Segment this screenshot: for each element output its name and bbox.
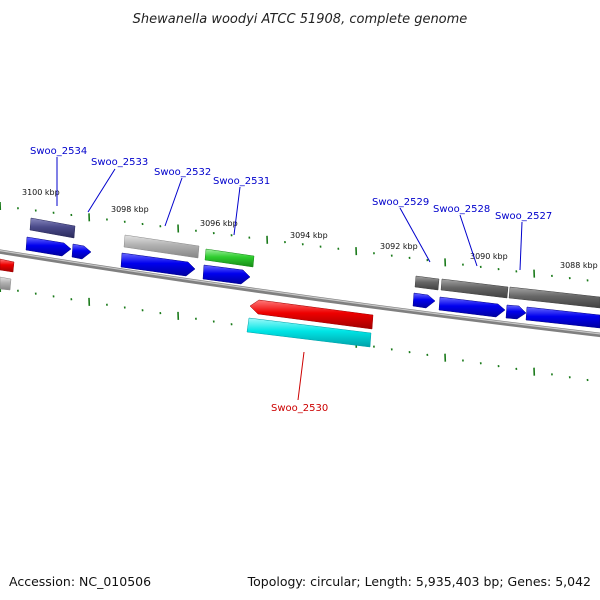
genome-summary-text: Topology: circular; Length: 5,935,403 bp… <box>247 574 591 589</box>
scale-label-3100: 3100 kbp <box>22 188 60 197</box>
cds-arrow[interactable] <box>71 243 92 260</box>
scale-label-3096: 3096 kbp <box>200 219 238 228</box>
cds-arrow[interactable] <box>25 236 72 257</box>
cds-arrow[interactable] <box>505 304 527 320</box>
leader-lines <box>56 157 523 401</box>
gene-swoo-2531[interactable] <box>204 248 255 268</box>
gene-label-swoo-2532[interactable]: Swoo_2532 <box>154 167 211 178</box>
reverse-features <box>0 276 374 348</box>
cds-arrow[interactable] <box>120 252 196 277</box>
leader-swoo-2529 <box>399 207 431 263</box>
gene-swoo-2529[interactable] <box>414 275 440 291</box>
accession-text: Accession: NC_010506 <box>9 574 151 589</box>
scale-label-3090: 3090 kbp <box>470 252 508 261</box>
cds-arrow[interactable] <box>438 296 506 318</box>
leader-swoo-2531 <box>233 186 241 236</box>
leader-swoo-2532 <box>164 177 183 227</box>
gene-label-swoo-2527[interactable]: Swoo_2527 <box>495 211 552 222</box>
map-title: Shewanella woodyi ATCC 51908, complete g… <box>133 12 468 27</box>
gene-label-swoo-2528[interactable]: Swoo_2528 <box>433 204 490 215</box>
gene-label-swoo-2530[interactable]: Swoo_2530 <box>271 403 328 414</box>
leader-swoo-2528 <box>459 214 478 267</box>
gene-swoo-2527[interactable] <box>508 286 600 309</box>
cds-arrow[interactable] <box>525 306 600 329</box>
leader-swoo-2533 <box>87 168 116 213</box>
scale-ticks <box>0 201 589 382</box>
gene-swoo-2530-cds[interactable] <box>246 317 372 348</box>
gene-label-swoo-2534[interactable]: Swoo_2534 <box>30 146 87 157</box>
upper-features <box>0 217 600 309</box>
scale-label-3092: 3092 kbp <box>380 242 418 251</box>
gene-swoo-2530[interactable] <box>249 299 374 330</box>
cds-forward <box>25 236 600 329</box>
gene-label-swoo-2533[interactable]: Swoo_2533 <box>91 157 148 168</box>
gene-swoo-2528[interactable] <box>440 278 509 299</box>
gene-label-swoo-2531[interactable]: Swoo_2531 <box>213 176 270 187</box>
leader-swoo-2530 <box>297 351 305 401</box>
scale-label-3094: 3094 kbp <box>290 231 328 240</box>
gene-left-edge-red[interactable] <box>0 258 15 273</box>
gene-left-edge-gray[interactable] <box>0 276 12 291</box>
gene-label-swoo-2529[interactable]: Swoo_2529 <box>372 197 429 208</box>
cds-arrow[interactable] <box>202 264 251 285</box>
genome-backbone-highlight <box>0 249 600 335</box>
gene-swoo-2534[interactable] <box>29 217 76 239</box>
gene-swoo-2532[interactable] <box>123 234 200 259</box>
leader-swoo-2527 <box>519 221 523 271</box>
scale-label-3098: 3098 kbp <box>111 205 149 214</box>
cds-arrow[interactable] <box>412 292 436 309</box>
gene-labels: Swoo_2534 Swoo_2533 Swoo_2532 Swoo_2531 … <box>30 146 552 414</box>
genome-backbone <box>0 249 600 338</box>
scale-label-3088: 3088 kbp <box>560 261 598 270</box>
